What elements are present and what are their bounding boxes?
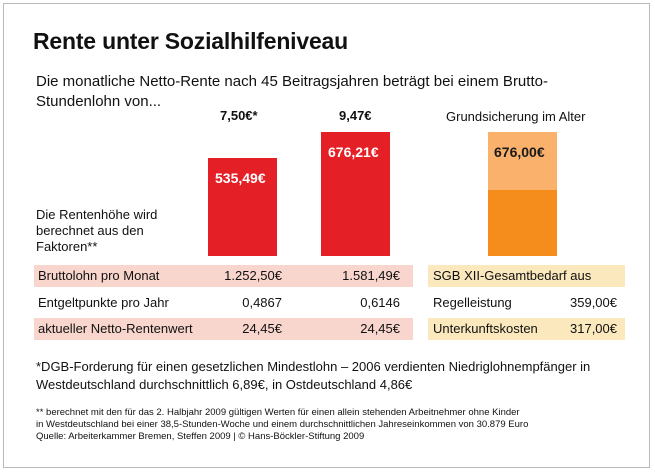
category-label-750: 7,50€*: [220, 108, 258, 123]
table-cell: 24,45€: [242, 321, 282, 336]
side-note: Die Rentenhöhe wird berechnet aus den Fa…: [36, 207, 158, 254]
bar-grundsicherung-unterkunft: 676,00€: [488, 132, 557, 191]
table-cell: 1.581,49€: [342, 268, 400, 283]
footnote-star: *DGB-Forderung für einen gesetzlichen Mi…: [36, 359, 591, 392]
table-cell: 0,6146: [360, 295, 400, 310]
table-cell: 0,4867: [242, 295, 282, 310]
table-row-label: Entgeltpunkte pro Jahr: [38, 295, 169, 310]
bar-rente-947: 676,21€: [321, 132, 390, 256]
chart-title: Rente unter Sozialhilfeniveau: [33, 28, 348, 54]
table-row-label: Bruttolohn pro Monat: [38, 268, 160, 283]
table-row-label: Regelleistung: [433, 295, 512, 310]
row-bg-bruttolohn: [34, 265, 413, 287]
table-row-label: Unterkunftskosten: [433, 321, 538, 336]
footnote-double-star: ** berechnet mit den für das 2. Halbjahr…: [36, 407, 636, 443]
table-cell: 317,00€: [570, 321, 617, 336]
row-bg-unterkunft: [428, 318, 625, 340]
bar-value-label-947: 676,21€: [328, 144, 379, 160]
row-bg-sgb: [428, 265, 625, 287]
chart-subtitle: Die monatliche Netto-Rente nach 45 Beitr…: [36, 73, 548, 110]
table-cell: 1.252,50€: [224, 268, 282, 283]
table-row-label: aktueller Netto-Rentenwert: [38, 321, 193, 336]
bar-grundsicherung-regelleistung: [488, 190, 557, 256]
footnote-line: in Westdeutschland bei einer 38,5-Stunde…: [36, 419, 529, 430]
row-bg-rentenwert: [34, 318, 413, 340]
category-label-grundsicherung: Grundsicherung im Alter: [446, 109, 586, 124]
table-cell: 24,45€: [360, 321, 400, 336]
table-row-label: SGB XII-Gesamtbedarf aus: [433, 268, 592, 283]
bar-rente-750: 535,49€: [208, 157, 277, 256]
bar-value-label-750: 535,49€: [215, 169, 266, 186]
footnote-line: ** berechnet mit den für das 2. Halbjahr…: [36, 407, 520, 418]
bar-value-label-grundsicherung: 676,00€: [494, 144, 545, 161]
table-cell: 359,00€: [570, 295, 617, 310]
category-label-947: 9,47€: [339, 108, 372, 123]
footnote-source: Quelle: Arbeiterkammer Bremen, Steffen 2…: [36, 431, 365, 442]
